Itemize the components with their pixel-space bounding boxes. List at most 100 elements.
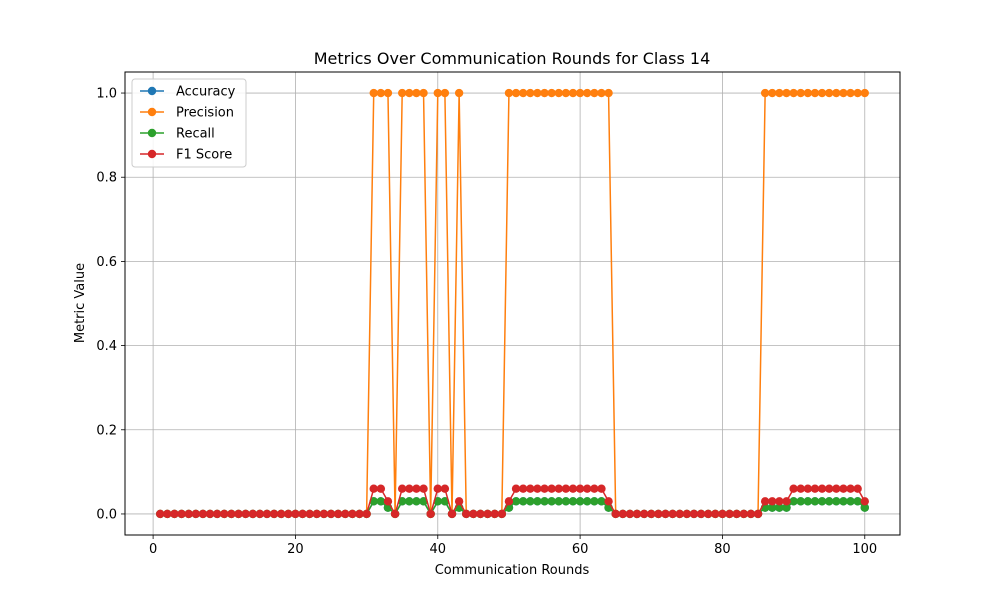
data-point-recall: [568, 497, 578, 506]
data-point-f1-score: [696, 509, 706, 519]
data-point-precision: [412, 88, 421, 98]
data-point-f1-score: [212, 509, 222, 519]
data-point-f1-score: [575, 484, 585, 493]
data-point-f1-score: [860, 497, 869, 506]
x-tick-label: 40: [430, 542, 447, 557]
data-point-precision: [440, 88, 450, 98]
x-tick-label: 60: [572, 542, 589, 557]
legend-label-recall: Recall: [176, 127, 215, 142]
legend: Accuracy Precision Recall F1 Score: [131, 78, 247, 168]
data-point-f1-score: [483, 509, 492, 519]
data-point-precision: [583, 88, 592, 98]
data-point-f1-score: [583, 484, 592, 493]
data-point-precision: [547, 88, 556, 98]
data-point-precision: [590, 88, 599, 98]
data-point-f1-score: [348, 509, 357, 519]
data-point-precision: [782, 88, 791, 98]
legend-marker-recall: [147, 128, 157, 138]
data-point-recall: [590, 497, 599, 506]
data-point-f1-score: [405, 484, 414, 493]
data-point-f1-score: [277, 509, 286, 519]
data-point-precision: [760, 88, 770, 98]
data-point-f1-score: [191, 509, 201, 519]
data-point-f1-score: [661, 509, 670, 519]
data-point-recall: [583, 497, 592, 506]
data-point-precision: [397, 88, 407, 98]
data-point-recall: [433, 497, 442, 506]
data-point-recall: [540, 497, 549, 506]
data-point-f1-score: [326, 509, 336, 519]
data-point-precision: [803, 88, 813, 98]
data-point-f1-score: [177, 509, 186, 519]
data-point-precision: [817, 88, 827, 98]
data-point-f1-score: [654, 509, 663, 519]
data-point-f1-score: [824, 484, 834, 493]
legend-marker-accuracy: [147, 86, 157, 96]
data-point-recall: [518, 497, 528, 506]
data-point-f1-score: [739, 509, 748, 519]
data-point-precision: [540, 88, 549, 98]
data-point-precision: [604, 88, 613, 98]
data-point-f1-score: [383, 497, 393, 506]
data-point-precision: [846, 88, 855, 98]
data-point-f1-score: [675, 509, 684, 519]
ticks: 0 20 40 60 80 100 0.0 0.2 0.4 0.6 0.8 1.0: [96, 87, 877, 557]
data-point-precision: [768, 88, 777, 98]
data-point-f1-score: [298, 509, 307, 519]
data-point-f1-score: [689, 509, 699, 519]
data-point-f1-score: [433, 484, 442, 493]
data-point-recall: [853, 497, 862, 506]
data-point-f1-score: [198, 509, 208, 519]
legend-marker-precision: [147, 107, 157, 117]
data-point-f1-score: [490, 509, 499, 519]
data-point-f1-score: [184, 509, 193, 519]
data-point-precision: [810, 88, 820, 98]
data-point-recall: [561, 497, 571, 506]
data-point-f1-score: [632, 509, 642, 519]
data-point-f1-score: [568, 484, 578, 493]
data-point-f1-score: [234, 509, 243, 519]
data-point-f1-score: [760, 497, 770, 506]
y-axis-label: Metric Value: [73, 263, 88, 343]
chart-title: Metrics Over Communication Rounds for Cl…: [314, 49, 711, 68]
data-point-recall: [554, 497, 563, 506]
data-point-f1-score: [625, 509, 635, 519]
data-point-precision: [824, 88, 834, 98]
data-point-recall: [511, 497, 521, 506]
data-point-precision: [419, 88, 428, 98]
y-tick-label: 0.0: [96, 507, 117, 522]
series-f1-score: [156, 484, 869, 519]
data-point-recall: [533, 497, 542, 506]
data-point-f1-score: [163, 509, 172, 519]
data-point-recall: [526, 497, 535, 506]
x-tick-label: 0: [149, 542, 157, 557]
data-point-f1-score: [554, 484, 563, 493]
legend-marker-f1-score: [147, 149, 157, 159]
data-point-f1-score: [376, 484, 386, 493]
data-point-f1-score: [255, 509, 265, 519]
data-point-precision: [383, 88, 393, 98]
data-point-f1-score: [319, 509, 329, 519]
data-point-f1-score: [291, 509, 300, 519]
data-point-recall: [803, 497, 813, 506]
data-point-f1-score: [753, 509, 763, 519]
data-point-f1-score: [305, 509, 314, 519]
data-point-recall: [575, 497, 585, 506]
data-point-f1-score: [547, 484, 556, 493]
data-point-recall: [789, 497, 798, 506]
data-point-precision: [518, 88, 528, 98]
y-tick-label: 0.2: [96, 423, 117, 438]
data-point-f1-score: [604, 497, 613, 506]
data-point-f1-score: [476, 509, 485, 519]
data-point-f1-score: [369, 484, 378, 493]
data-point-recall: [440, 497, 450, 506]
data-point-f1-score: [220, 509, 229, 519]
x-tick-label: 20: [287, 542, 304, 557]
y-tick-label: 0.4: [96, 339, 117, 354]
grid: [125, 72, 900, 535]
data-point-f1-score: [803, 484, 813, 493]
data-point-f1-score: [419, 484, 428, 493]
data-point-f1-score: [497, 509, 507, 519]
data-point-f1-score: [718, 509, 727, 519]
data-point-f1-score: [262, 509, 272, 519]
